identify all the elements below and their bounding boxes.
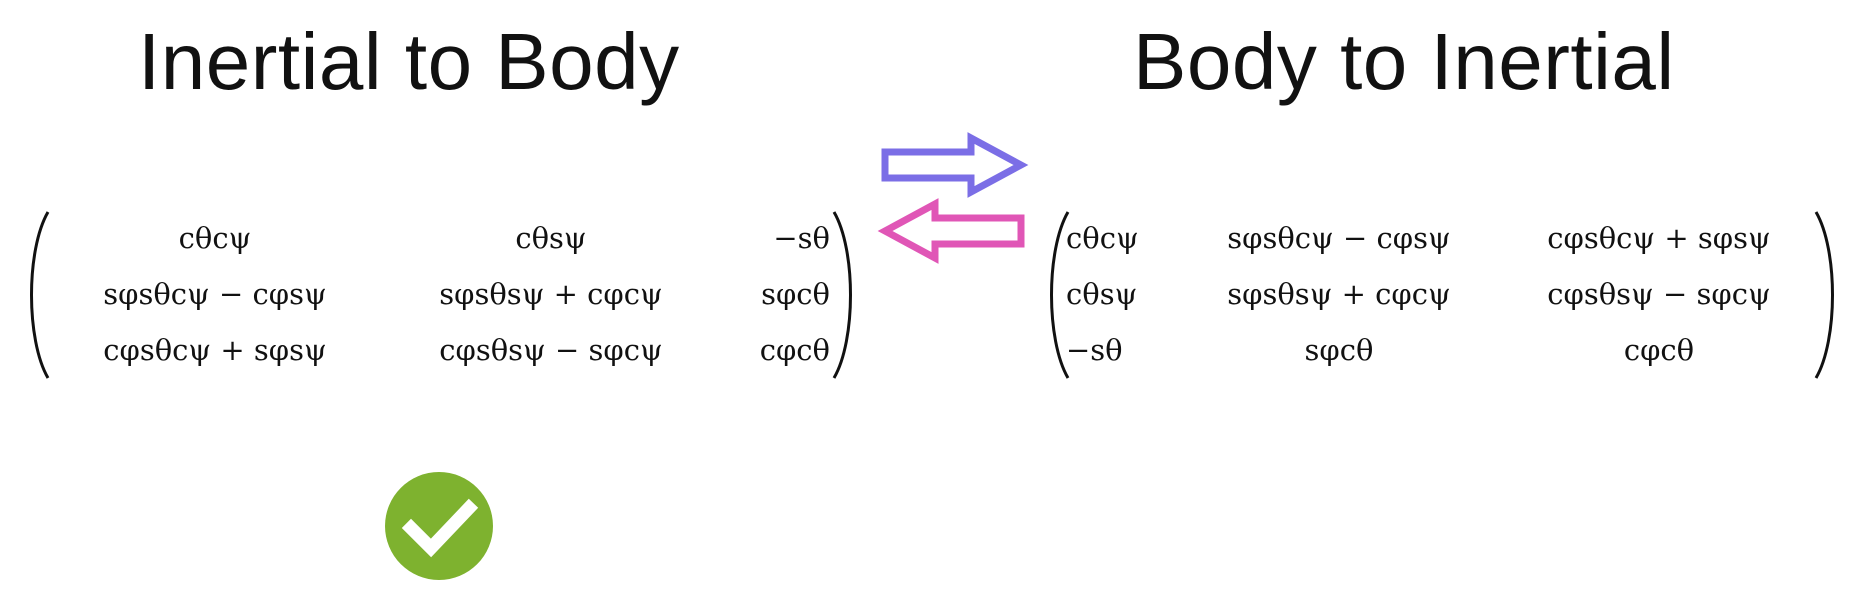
matrix-cell-r1c1: cθcψ xyxy=(178,220,252,255)
matrix-cell-r2c3: cφsθsψ − sφcψ xyxy=(1547,276,1771,311)
check-circle-icon xyxy=(385,472,493,580)
matrix-entries: cθcψ cθsψ −sθ sφsθcψ − cφsψ sφsθsψ + cφc… xyxy=(44,210,838,378)
matrix-entries: cθcψ sφsθcψ − cφsψ cφsθcψ + sφsψ cθsψ sφ… xyxy=(1066,210,1818,378)
matrix-cell-r2c1: cθsψ xyxy=(1066,276,1138,311)
body-to-inertial-matrix: cθcψ sφsθcψ − cφsψ cφsθcψ + sφsψ cθsψ sφ… xyxy=(1042,210,1842,380)
right-parenthesis xyxy=(832,211,852,379)
left-parenthesis xyxy=(30,211,50,379)
matrix-cell-r3c2: sφcθ xyxy=(1304,332,1374,367)
matrix-cell-r2c2: sφsθsψ + cφcψ xyxy=(1227,276,1451,311)
arrow-right-outline-icon xyxy=(881,132,1029,198)
matrix-cell-r3c2: cφsθsψ − sφcψ xyxy=(439,332,663,367)
transform-arrows xyxy=(877,132,1029,264)
inertial-to-body-title: Inertial to Body xyxy=(138,17,680,106)
matrix-cell-r3c1: cφsθcψ + sφsψ xyxy=(103,332,327,367)
matrix-cell-r3c3: cφcθ xyxy=(759,332,830,367)
matrix-cell-r2c1: sφsθcψ − cφsψ xyxy=(103,276,327,311)
matrix-cell-r3c1: −sθ xyxy=(1066,332,1123,367)
left-parenthesis xyxy=(1050,211,1070,379)
inertial-to-body-matrix: cθcψ cθsψ −sθ sφsθcψ − cφsψ sφsθsψ + cφc… xyxy=(22,210,860,380)
matrix-cell-r3c3: cφcθ xyxy=(1623,332,1695,367)
right-parenthesis xyxy=(1814,211,1834,379)
matrix-cell-r2c2: sφsθsψ + cφcψ xyxy=(439,276,663,311)
matrix-cell-r1c1: cθcψ xyxy=(1066,220,1139,255)
matrix-cell-r1c2: cθsψ xyxy=(515,220,587,255)
matrix-cell-r2c3: sφcθ xyxy=(761,276,830,311)
matrix-cell-r1c2: sφsθcψ − cφsψ xyxy=(1227,220,1451,255)
arrow-left-outline-icon xyxy=(877,198,1025,264)
matrix-cell-r1c3: −sθ xyxy=(773,220,830,255)
body-to-inertial-title: Body to Inertial xyxy=(1133,17,1675,106)
matrix-cell-r1c3: cφsθcψ + sφsψ xyxy=(1547,220,1771,255)
